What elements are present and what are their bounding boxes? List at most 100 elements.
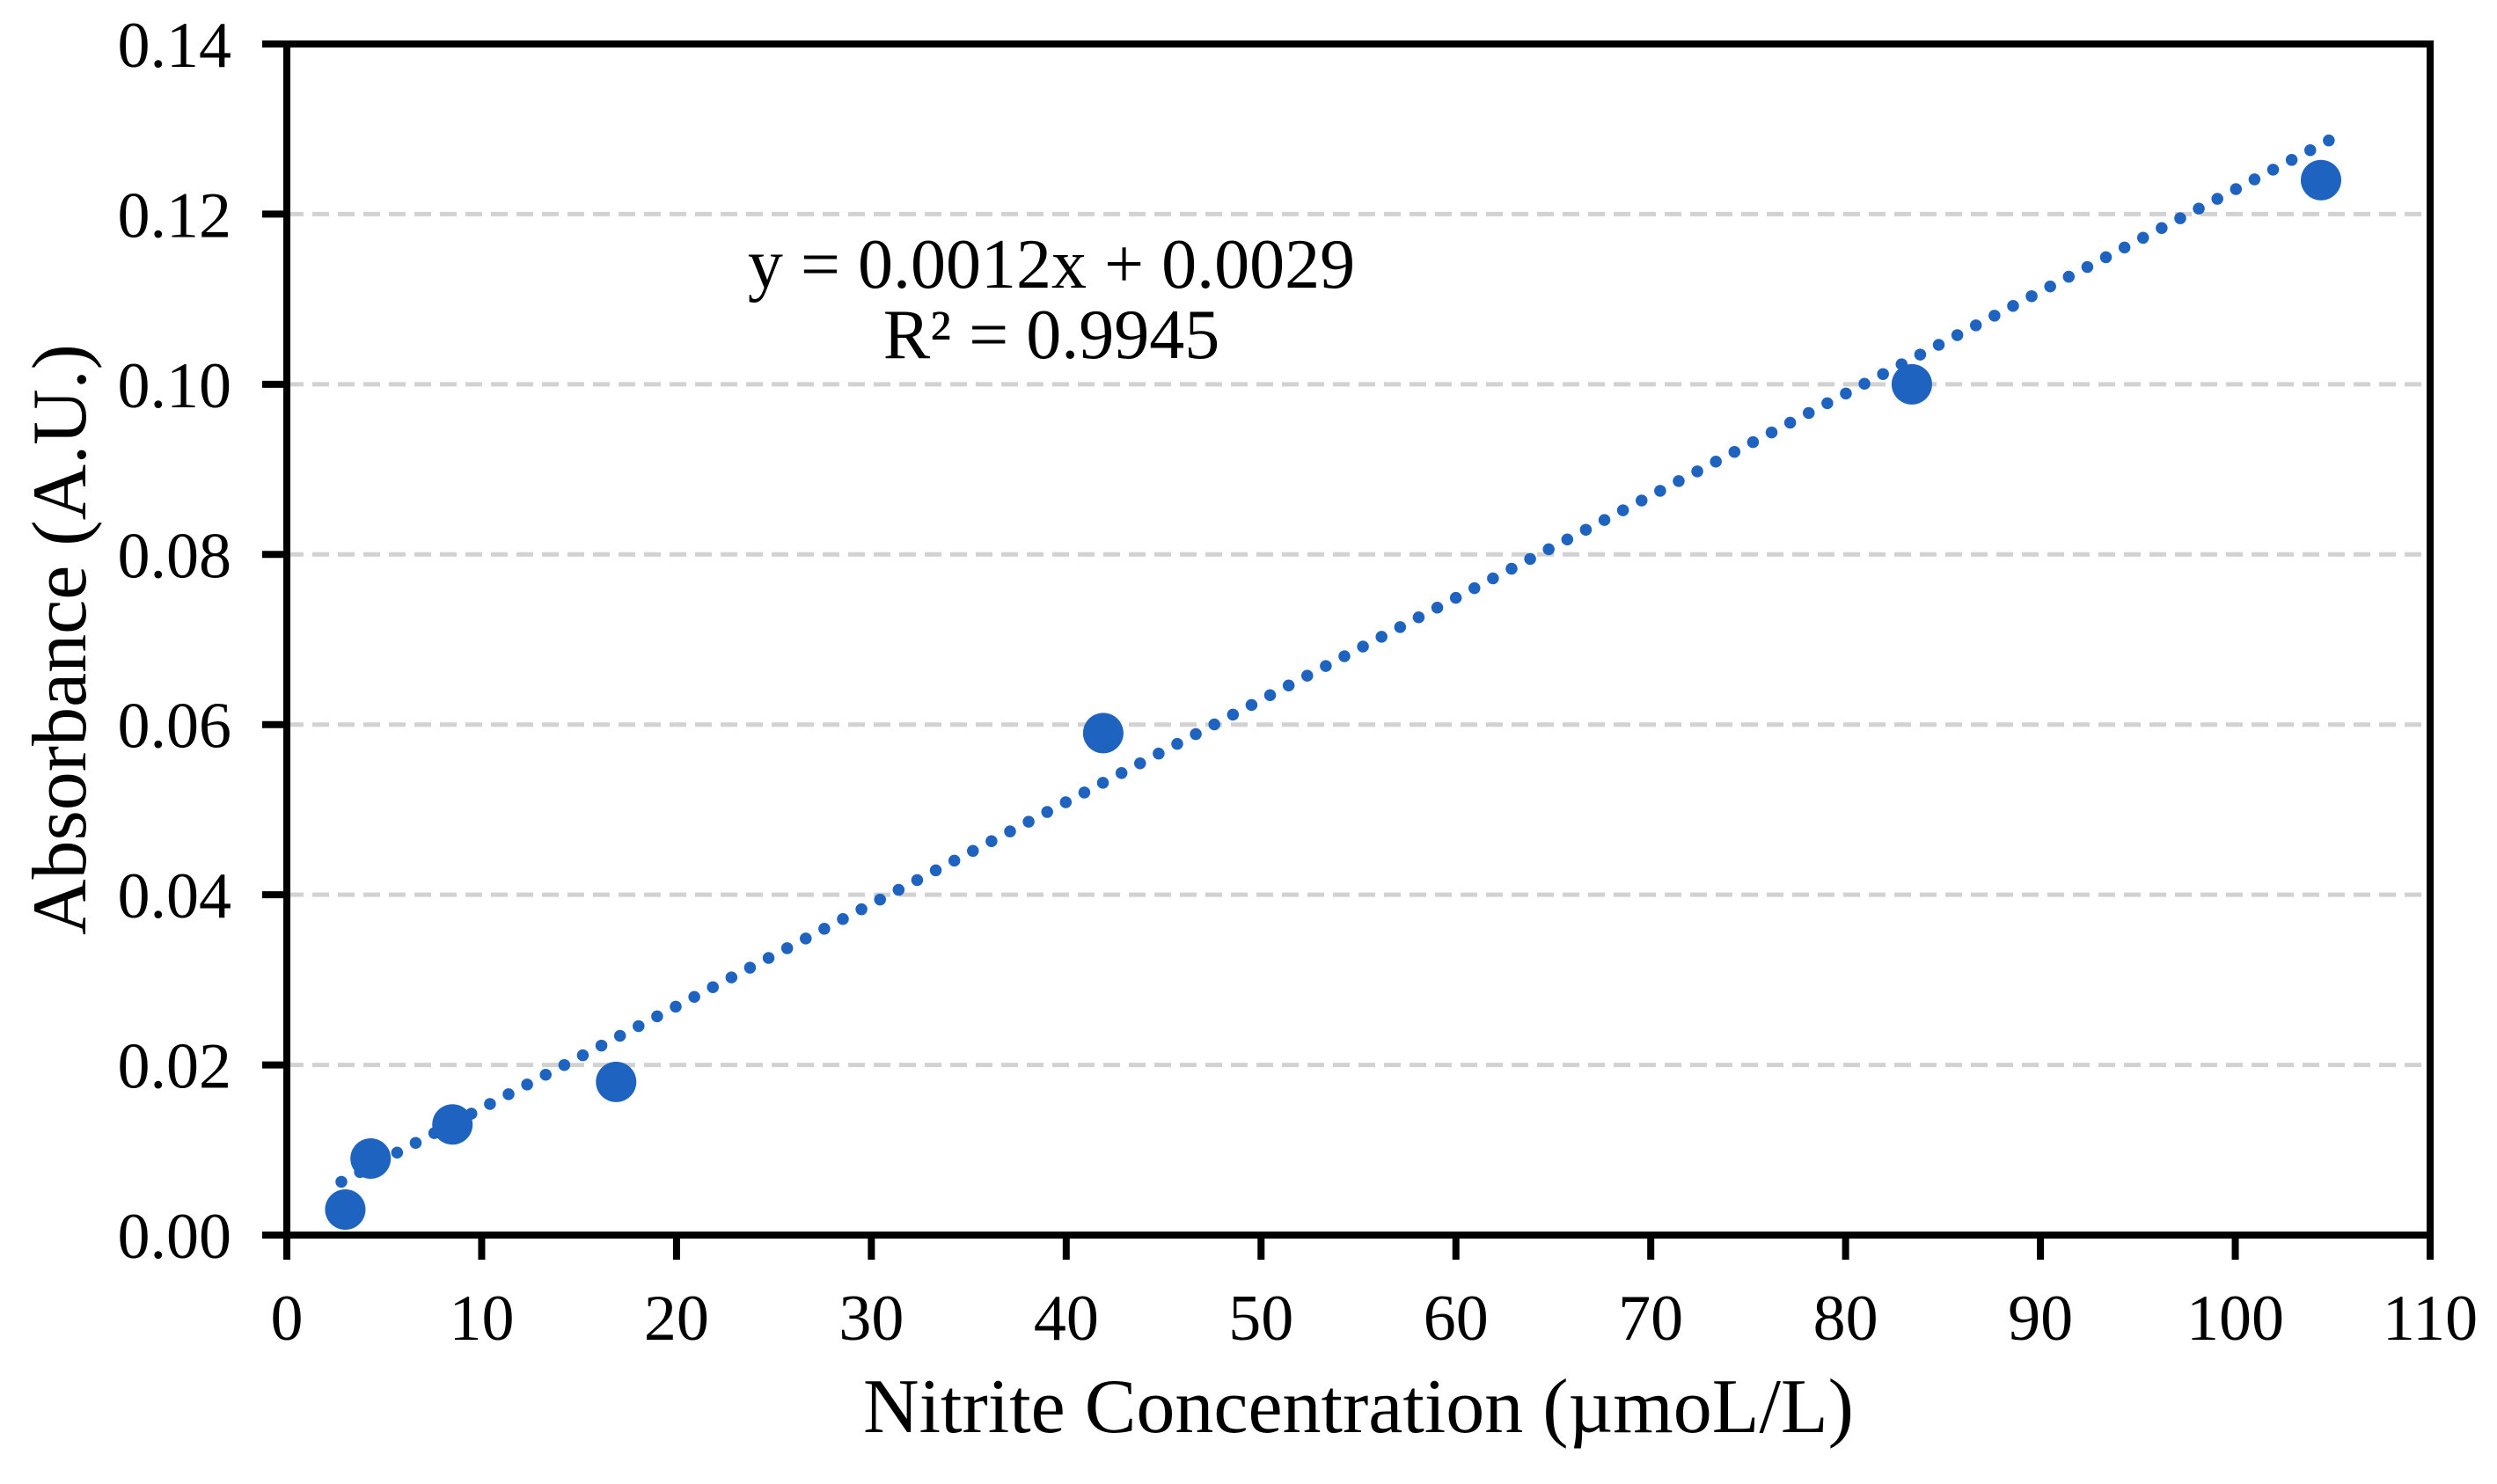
trendline-dotted (335, 134, 2335, 1188)
trendline-dot (688, 991, 700, 1004)
trendline-dot (1783, 416, 1797, 429)
trendline-dot (409, 1137, 422, 1149)
trendline-dot (837, 912, 849, 925)
trendline-dot (948, 854, 961, 867)
trendline-dot (2230, 183, 2243, 195)
x-tick-label: 70 (1618, 1283, 1683, 1355)
r-squared-text: R² = 0.9945 (883, 296, 1219, 374)
plot-border (283, 40, 2434, 1239)
trendline-dot (2303, 143, 2317, 157)
trendline-dot (892, 883, 905, 896)
trendline-dot (911, 874, 924, 887)
x-axis-tick-labels: 0 10 20 30 40 50 60 70 80 90 100 110 (271, 1283, 2479, 1355)
trendline-dot (1301, 669, 1314, 682)
trendline-dot (1153, 747, 1165, 760)
trendline-dot (1821, 397, 1834, 410)
trendline-dot (1654, 485, 1666, 497)
trendline-dot (633, 1020, 645, 1033)
trendline-dot (2081, 260, 2094, 274)
trendline-dot (1078, 786, 1091, 799)
trendline-dot (1579, 523, 1593, 536)
trendline-dot (1134, 757, 1146, 770)
y-tick-label: 0.06 (118, 691, 232, 763)
trendline-dot (1969, 319, 1982, 332)
trendline-dot (725, 971, 738, 983)
x-tick-label: 50 (1228, 1283, 1293, 1355)
trendline-dot (2285, 154, 2298, 166)
y-tick-label: 0.10 (118, 350, 232, 422)
trendline-dot (2193, 202, 2205, 215)
trendline-dot (576, 1049, 589, 1062)
trendline-dot (1059, 796, 1073, 808)
trendline-dot (967, 844, 979, 858)
trendline-dot (2248, 173, 2261, 186)
trendline-dot (1468, 581, 1481, 595)
trendline-dot (1636, 494, 1648, 507)
x-tick-label: 20 (644, 1283, 709, 1355)
trendline-dot (1840, 387, 1852, 400)
x-tick-label: 10 (449, 1283, 514, 1355)
trendline-dot (670, 1000, 682, 1013)
trendline-dot (1375, 631, 1388, 643)
trendline-dot (651, 1010, 663, 1023)
data-point-marker (596, 1061, 637, 1102)
trendline-dot (855, 903, 868, 916)
trendline-dot (2118, 241, 2131, 254)
trendline-dot (2323, 134, 2335, 147)
data-point-marker (325, 1188, 366, 1230)
trendline-dot (1115, 767, 1128, 779)
trendline-dot (743, 961, 757, 974)
trendline-dot (2136, 231, 2149, 245)
trendline-dot (1542, 543, 1555, 556)
trendline-dot (1449, 591, 1462, 604)
trendline-dot (1951, 329, 1964, 341)
trendline-dot (1858, 377, 1871, 391)
trendline-dot (1616, 504, 1629, 516)
data-point-marker (2300, 159, 2341, 201)
trendline-dot (1598, 514, 1611, 526)
x-tick-label: 0 (271, 1283, 304, 1355)
y-tick-label: 0.02 (118, 1031, 232, 1103)
trendline-dot (2211, 193, 2223, 205)
x-tick-label: 30 (838, 1283, 904, 1355)
trendline-dot (800, 932, 812, 945)
trendline-dot (502, 1088, 515, 1100)
trendline-dot (1487, 572, 1499, 585)
data-point-marker (350, 1137, 392, 1179)
trendline-dot (1320, 660, 1332, 672)
y-axis-tick-labels: 0.00 0.02 0.04 0.06 0.08 0.10 0.12 0.14 (118, 10, 232, 1273)
trendline-dot (1171, 737, 1183, 750)
trendline-dot (1746, 435, 1760, 449)
trendline-dot (595, 1039, 608, 1052)
trendline-dot (1227, 708, 1240, 721)
trendline-dot (1431, 601, 1444, 614)
trendline-dot (335, 1175, 348, 1188)
trendline-dot (1691, 465, 1703, 478)
y-tick-label: 0.08 (118, 520, 232, 592)
trendline-dot (818, 923, 831, 935)
trendline-dot (1004, 825, 1016, 837)
x-tick-label: 100 (2186, 1283, 2284, 1355)
trendline-dot (1728, 445, 1741, 458)
trendline-dot (1394, 621, 1407, 633)
trendline-dot (2044, 280, 2056, 293)
trendline-dot (2266, 164, 2280, 176)
trendline-dot (2174, 212, 2186, 224)
x-tick-label: 60 (1424, 1283, 1489, 1355)
trendline-dot (2099, 251, 2113, 264)
trendline-dot (1988, 310, 2001, 322)
trendline-dot (613, 1029, 626, 1042)
data-point-marker (1082, 713, 1124, 754)
data-point-marker (432, 1104, 473, 1145)
trendline-dot (985, 835, 998, 847)
trendline-dot (484, 1098, 496, 1110)
x-axis-ticks (283, 1235, 2434, 1260)
trendline-dot (780, 942, 794, 954)
trendline-dot (1877, 368, 1889, 380)
data-points (325, 159, 2341, 1230)
trendline-dot (1561, 533, 1574, 546)
trendline-dot (1245, 698, 1258, 712)
trendline-dot (1524, 552, 1536, 566)
